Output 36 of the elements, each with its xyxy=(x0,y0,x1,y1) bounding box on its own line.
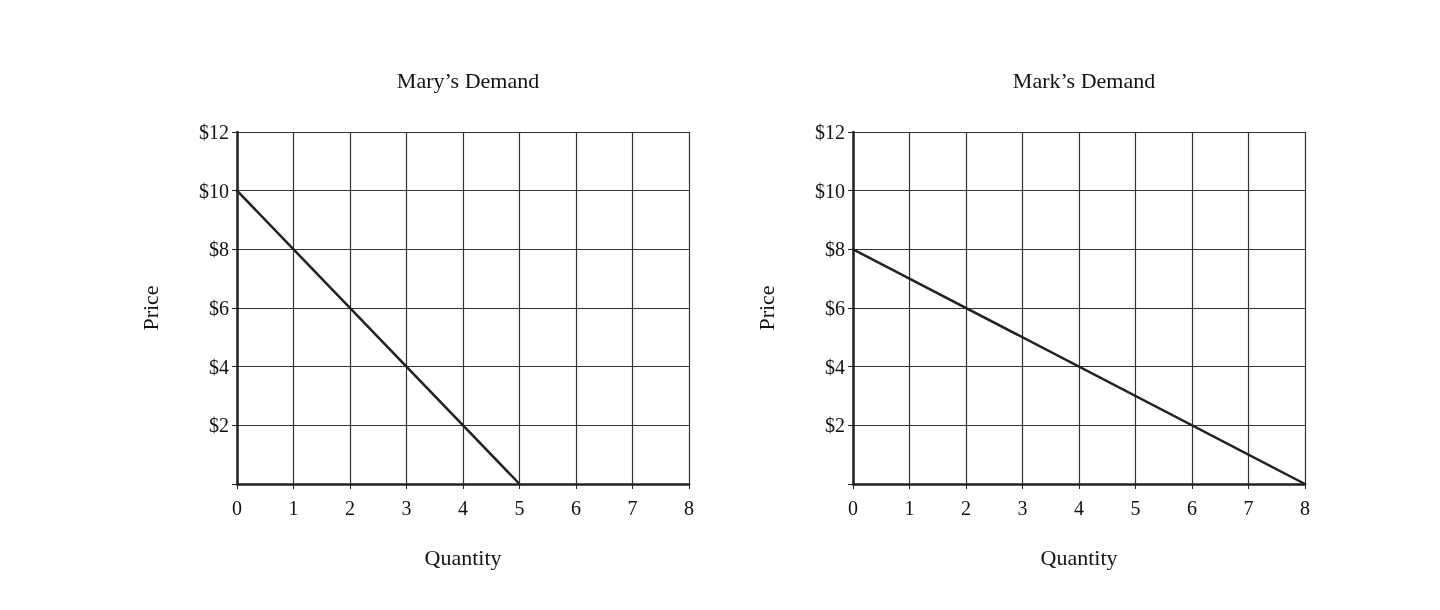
y-tick-label: $6 xyxy=(825,297,845,319)
x-tick-label: 8 xyxy=(1300,497,1310,519)
y-tick-label: $10 xyxy=(815,179,845,202)
y-tick-label: $6 xyxy=(209,297,229,319)
x-tick-label: 5 xyxy=(514,497,525,519)
x-tick-label: 4 xyxy=(458,497,468,519)
chart-title: Mary’s Demand xyxy=(396,67,540,93)
x-axis-title: Quantity xyxy=(1040,544,1118,570)
y-tick-label: $8 xyxy=(825,238,845,261)
x-tick-label: 7 xyxy=(1243,497,1254,519)
y-tick-label: $10 xyxy=(199,179,229,202)
y-tick-label: $12 xyxy=(199,121,229,143)
x-tick-label: 2 xyxy=(961,497,971,519)
x-tick-label: 3 xyxy=(1017,497,1028,519)
x-tick-label: 8 xyxy=(684,497,694,519)
y-tick-label: $2 xyxy=(209,414,229,437)
x-tick-label: 6 xyxy=(1187,497,1197,519)
y-tick-label: $12 xyxy=(815,121,845,143)
x-tick-label: 0 xyxy=(848,497,858,519)
y-tick-label: $4 xyxy=(825,355,845,378)
x-tick-label: 1 xyxy=(288,497,299,519)
y-axis-title: Price xyxy=(753,285,779,331)
x-tick-label: 5 xyxy=(1130,497,1141,519)
x-tick-label: 7 xyxy=(627,497,638,519)
y-tick-label: $8 xyxy=(209,238,229,261)
x-tick-label: 3 xyxy=(401,497,412,519)
x-axis-title: Quantity xyxy=(424,544,502,570)
y-tick-label: $4 xyxy=(209,355,229,378)
x-tick-label: 1 xyxy=(904,497,915,519)
chart-title: Mark’s Demand xyxy=(1012,67,1156,93)
x-tick-label: 2 xyxy=(345,497,355,519)
x-tick-label: 4 xyxy=(1074,497,1084,519)
x-tick-label: 6 xyxy=(571,497,581,519)
x-tick-label: 0 xyxy=(232,497,242,519)
y-axis-title: Price xyxy=(137,285,163,331)
y-tick-label: $2 xyxy=(825,414,845,437)
